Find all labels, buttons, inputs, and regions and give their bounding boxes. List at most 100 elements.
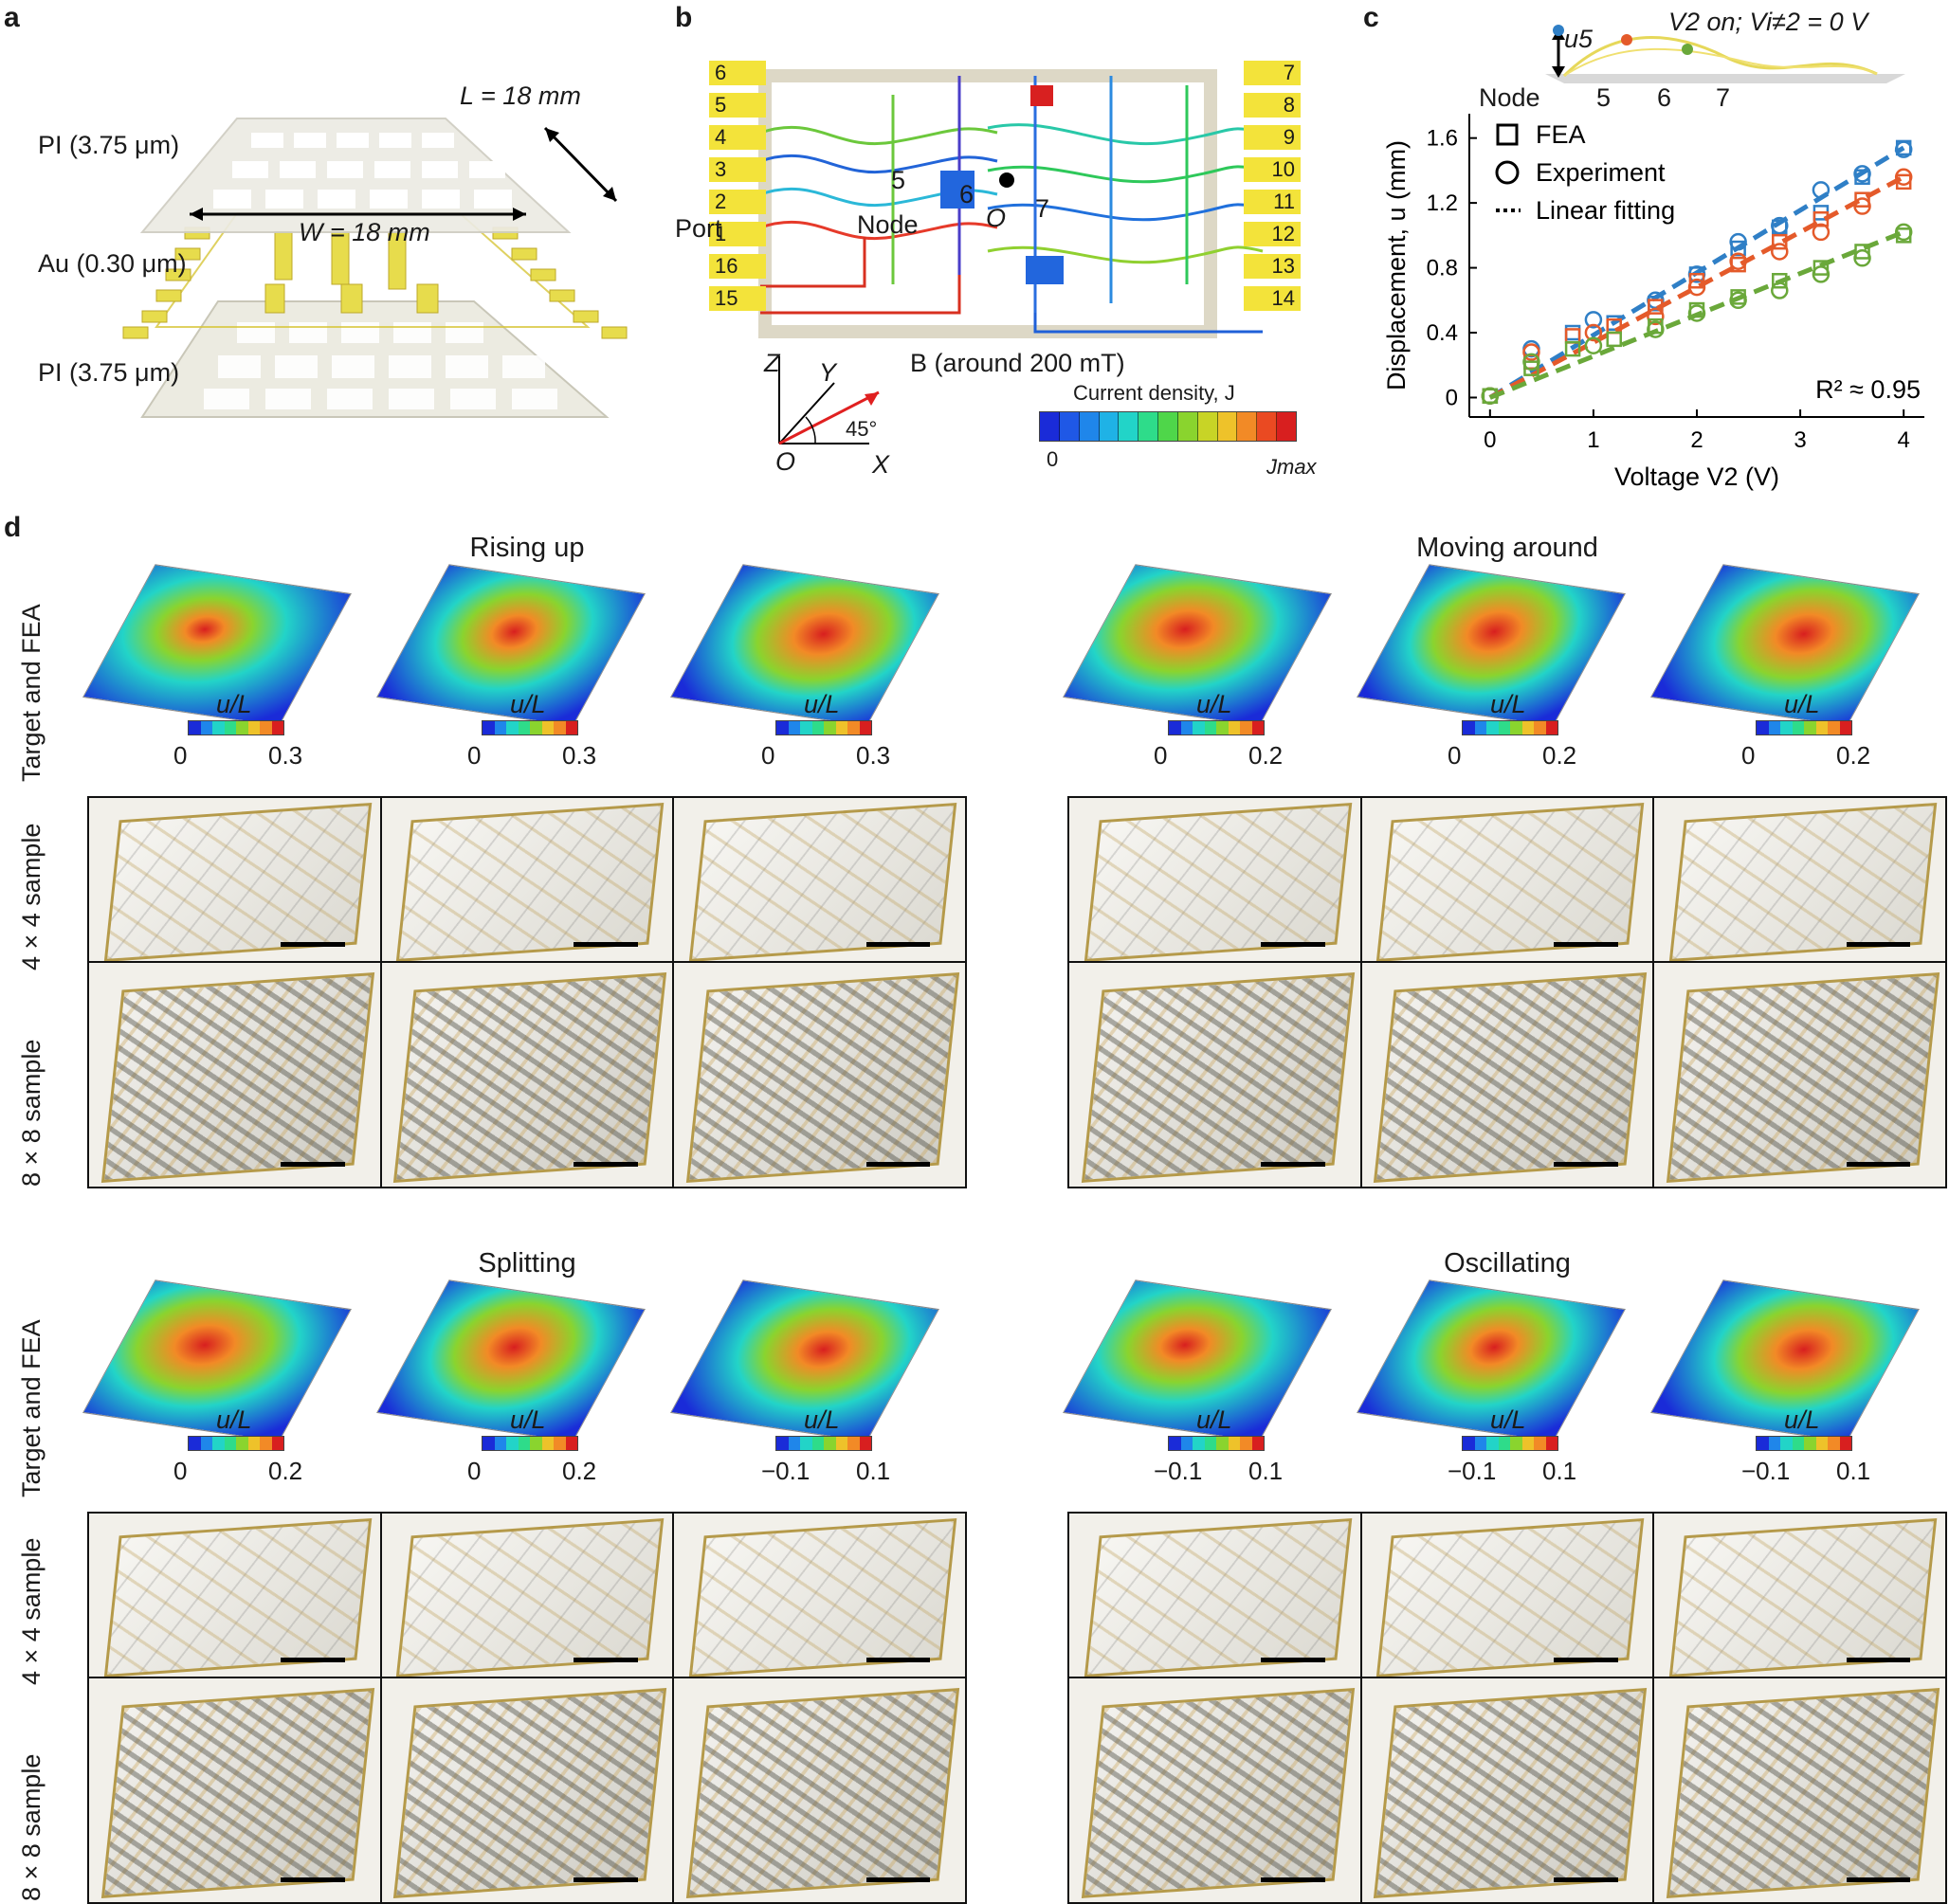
y-tick-label: 1.6 bbox=[1427, 126, 1458, 152]
photo-4x4-sample bbox=[1654, 1514, 1945, 1677]
panel-b-circuit: 6 5 4 3 2 1 16 15 7 8 9 10 11 12 13 14 Port Node 5 6 7… bbox=[675, 38, 1339, 493]
colorbar-swatch bbox=[1498, 721, 1510, 734]
fea-point-node-6 bbox=[1812, 210, 1830, 227]
colorbar-swatch bbox=[859, 721, 871, 734]
colorbar-var-label: u/L bbox=[1196, 690, 1232, 718]
colorbar-swatch bbox=[1180, 721, 1193, 734]
colorbar-swatch bbox=[1217, 412, 1238, 441]
sample-sheet bbox=[393, 1687, 666, 1899]
sample-sheet bbox=[1084, 1517, 1352, 1677]
sample-sheet bbox=[1668, 802, 1937, 961]
fea-tile: u/L bbox=[670, 564, 956, 739]
colorbar-swatch bbox=[1216, 721, 1229, 734]
scale-bar bbox=[1261, 1161, 1325, 1167]
colorbar-swatch bbox=[1486, 1437, 1499, 1450]
experiment-point-node-7 bbox=[1729, 291, 1747, 310]
colorbar-swatch bbox=[788, 1437, 800, 1450]
colorbar-max-label: 0.1 bbox=[856, 1457, 891, 1485]
experiment-point-node-7 bbox=[1481, 387, 1500, 406]
axes-triad bbox=[778, 356, 880, 445]
colorbar-swatch bbox=[1228, 1437, 1240, 1450]
colorbar-swatch bbox=[506, 1437, 519, 1450]
photo-8x8-sample bbox=[381, 1678, 673, 1902]
colorbar-swatch bbox=[1079, 412, 1100, 441]
row-label-8x8: 8 × 8 sample bbox=[17, 1039, 46, 1187]
fea-point-node-6 bbox=[1688, 273, 1705, 289]
colorbar-min-label: 0 bbox=[467, 741, 482, 770]
colorbar-swatch bbox=[236, 721, 248, 734]
experiment-point-node-6 bbox=[1853, 197, 1871, 215]
fea-tile: u/L bbox=[1357, 1279, 1642, 1455]
colorbar-max-label: 0.1 bbox=[1836, 1457, 1871, 1485]
colorbar-var-label: u/L bbox=[1490, 690, 1526, 718]
colorbar-swatch bbox=[200, 1437, 212, 1450]
colorbar-swatch bbox=[1839, 1437, 1851, 1450]
photo-4x4-sample bbox=[1654, 798, 1945, 961]
colorbar-swatch bbox=[1138, 412, 1159, 441]
inset-node-6: 6 bbox=[1657, 83, 1672, 112]
port-4: 4 bbox=[709, 125, 766, 150]
colorbar-min-label: −0.1 bbox=[1154, 1457, 1203, 1485]
port-16: 16 bbox=[709, 254, 766, 279]
fea-tile: u/L bbox=[670, 1279, 956, 1455]
node-label: Node bbox=[857, 210, 919, 239]
scale-bar bbox=[1261, 1657, 1325, 1662]
fea-colorbar bbox=[188, 720, 284, 735]
fea-point-node-5 bbox=[1564, 324, 1581, 341]
panel-label-b: b bbox=[675, 2, 693, 33]
fea-tile: u/L bbox=[1063, 564, 1348, 739]
colorbar-swatch bbox=[1169, 721, 1181, 734]
colorbar-var-label: u/L bbox=[216, 1405, 252, 1434]
group-title-1: Moving around bbox=[1416, 533, 1598, 563]
colorbar-swatch bbox=[800, 1437, 812, 1450]
photo-4x4-sample bbox=[1361, 798, 1653, 961]
experiment-point-node-6 bbox=[1894, 168, 1913, 186]
photo-8x8-sample bbox=[381, 963, 673, 1187]
node-number-5: 5 bbox=[891, 166, 906, 194]
port-12: 12 bbox=[1244, 222, 1301, 246]
fea-point-node-7 bbox=[1523, 360, 1539, 376]
experiment-point-node-7 bbox=[1771, 281, 1789, 299]
colorbar-swatch bbox=[260, 1437, 272, 1450]
colorbar-var-label: u/L bbox=[804, 1405, 840, 1434]
colorbar-swatch bbox=[1177, 412, 1198, 441]
panel-c-chart: V2 on; Vi≠2 = 0 V u5 Node 5 6 7 0 1 2 3 4 0 0.… bbox=[1365, 0, 1949, 502]
colorbar-swatch bbox=[1815, 1437, 1828, 1450]
colorbar-max-label: 0.2 bbox=[562, 1457, 597, 1485]
fea-colorbar bbox=[1462, 1436, 1558, 1451]
fit-line-node-6 bbox=[1488, 174, 1905, 400]
fea-point-node-7 bbox=[1772, 273, 1788, 289]
colorbar-swatch bbox=[1193, 721, 1205, 734]
legend-fea-marker bbox=[1496, 123, 1519, 146]
colorbar-min-label: −0.1 bbox=[1741, 1457, 1791, 1485]
photo-4x4-sample bbox=[89, 1514, 380, 1677]
sample-sheet bbox=[1375, 1517, 1645, 1677]
photo-4x4-sample bbox=[1069, 1514, 1360, 1677]
colorbar-swatch bbox=[824, 721, 836, 734]
colorbar-swatch bbox=[1237, 412, 1258, 441]
colorbar-var-label: u/L bbox=[510, 690, 546, 718]
y-tick-label: 0 bbox=[1446, 385, 1458, 410]
scale-bar bbox=[865, 1877, 931, 1882]
panel-a-layer-stack: PI (3.75 μm) Au (0.30 μm) PI (3.75 μm) L… bbox=[0, 0, 664, 436]
colorbar-swatch bbox=[1804, 721, 1816, 734]
colorbar-swatch bbox=[1757, 1437, 1769, 1450]
colorbar-min-label: 0 bbox=[467, 1457, 482, 1485]
colorbar-swatch bbox=[247, 1437, 260, 1450]
colorbar-swatch bbox=[1463, 1437, 1475, 1450]
row-label-fea: Target and FEA bbox=[17, 604, 46, 782]
colorbar-swatch bbox=[212, 721, 225, 734]
fea-point-node-6 bbox=[1564, 328, 1581, 344]
experiment-point-node-6 bbox=[1771, 243, 1789, 261]
y-tick-label: 0.8 bbox=[1427, 256, 1458, 281]
photo-4x4-sample bbox=[1361, 1514, 1653, 1677]
colorbar-swatch bbox=[1792, 1437, 1804, 1450]
colorbar-swatch bbox=[1204, 1437, 1216, 1450]
port-3: 3 bbox=[709, 157, 766, 182]
photo-8x8-sample bbox=[1069, 963, 1360, 1187]
photo-4x4-sample bbox=[1069, 798, 1360, 961]
colorbar-swatch bbox=[1251, 1437, 1264, 1450]
u5-label: u5 bbox=[1564, 25, 1594, 53]
photo-grid bbox=[87, 1512, 967, 1904]
experiment-point-node-7 bbox=[1522, 353, 1540, 372]
